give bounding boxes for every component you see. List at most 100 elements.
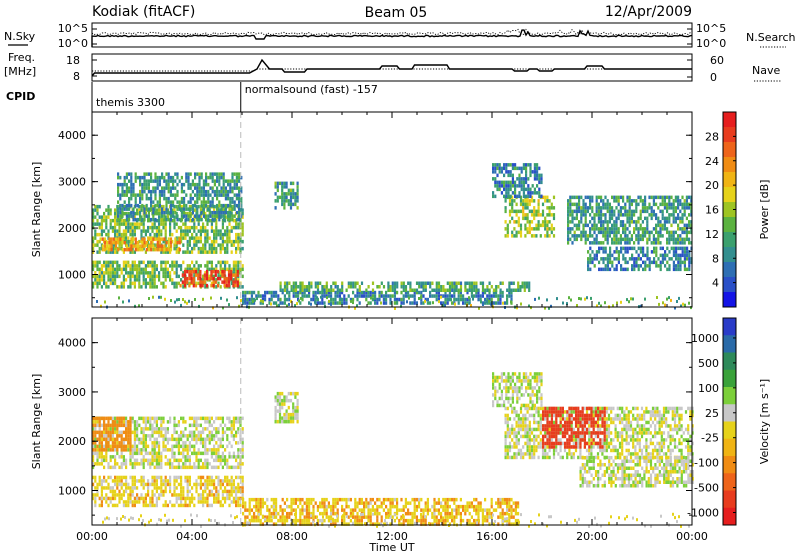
heatmap-cell <box>205 175 208 180</box>
heatmap-cell <box>400 285 403 289</box>
heatmap-cell <box>103 444 106 449</box>
heatmap-cell <box>586 237 589 242</box>
date-title: 12/Apr/2009 <box>605 4 692 20</box>
heatmap-cell <box>160 260 163 265</box>
heatmap-cell <box>116 222 119 226</box>
heatmap-cell <box>578 209 581 214</box>
heatmap-cell <box>650 195 653 200</box>
heatmap-cell <box>508 290 511 295</box>
heatmap-cell <box>134 237 137 241</box>
heatmap-cell <box>199 208 202 212</box>
heatmap-cell <box>221 465 224 470</box>
heatmap-cell <box>544 234 547 238</box>
heatmap-cell <box>177 448 180 452</box>
heatmap-cell <box>100 232 103 237</box>
heatmap-cell <box>642 253 645 258</box>
heatmap-cell <box>546 223 549 228</box>
heatmap-cell <box>659 220 662 224</box>
heatmap-cell <box>151 274 154 279</box>
heatmap-cell <box>116 479 119 483</box>
heatmap-cell <box>205 200 208 204</box>
heatmap-cell <box>666 227 669 231</box>
heatmap-cell <box>136 193 139 197</box>
heatmap-cell <box>573 234 576 238</box>
heatmap-cell <box>183 210 186 215</box>
heatmap-cell <box>152 210 155 215</box>
heatmap-cell <box>103 430 106 435</box>
heatmap-cell <box>103 211 106 216</box>
heatmap-cell <box>305 501 308 505</box>
heatmap-cell <box>637 234 640 238</box>
heatmap-cell <box>136 427 139 431</box>
heatmap-cell <box>199 437 202 442</box>
heatmap-cell <box>188 416 191 421</box>
heatmap-cell <box>221 232 224 237</box>
heatmap-cell <box>308 285 311 289</box>
heatmap-cell <box>147 264 150 268</box>
heatmap-cell <box>158 451 161 456</box>
heatmap-cell <box>199 232 202 237</box>
heatmap-cell <box>274 185 277 189</box>
heatmap-cell <box>204 451 207 456</box>
heatmap-cell <box>197 462 200 466</box>
heatmap-cell <box>644 297 646 301</box>
heatmap-cell <box>182 236 185 240</box>
heatmap-cell <box>133 458 136 463</box>
heatmap-cell <box>690 202 693 207</box>
heatmap-cell <box>186 448 189 452</box>
heatmap-cell <box>138 204 141 209</box>
heatmap-cell <box>92 285 95 289</box>
heatmap-cell <box>133 486 136 490</box>
heatmap-cell <box>529 194 532 199</box>
heatmap-cell <box>655 230 658 235</box>
heatmap-cell <box>518 177 521 181</box>
heatmap-cell <box>503 194 506 199</box>
heatmap-cell <box>573 202 576 207</box>
heatmap-cell <box>163 217 166 222</box>
heatmap-cell <box>125 232 128 237</box>
heatmap-cell <box>107 416 110 421</box>
heatmap-cell <box>290 501 293 505</box>
heatmap-cell <box>288 504 291 509</box>
heatmap-cell <box>233 172 236 176</box>
heatmap-cell <box>147 493 150 497</box>
heatmap-cell <box>199 246 202 251</box>
heatmap-cell <box>136 274 139 279</box>
heatmap-cell <box>131 250 134 254</box>
heatmap-cell <box>96 281 99 286</box>
heatmap-cell <box>279 504 282 509</box>
heatmap-cell <box>127 260 130 265</box>
heatmap-cell <box>600 267 603 272</box>
heatmap-cell <box>600 246 603 251</box>
heatmap-cell <box>165 240 168 245</box>
heatmap-cell <box>241 430 244 435</box>
heatmap-cell <box>470 288 474 292</box>
heatmap-cell <box>118 229 121 233</box>
heatmap-cell <box>365 290 368 295</box>
heatmap-cell <box>145 172 148 176</box>
heatmap-cell <box>528 202 531 207</box>
heatmap-cell <box>206 416 209 421</box>
heatmap-cell <box>241 211 244 216</box>
heatmap-cell <box>538 296 540 300</box>
heatmap-cell <box>153 437 156 442</box>
heatmap-cell <box>208 274 211 279</box>
heatmap-cell <box>164 479 167 483</box>
heatmap-cell <box>202 225 205 230</box>
heatmap-cell <box>514 191 517 195</box>
heatmap-cell <box>138 441 141 445</box>
heatmap-cell <box>242 501 245 505</box>
heatmap-cell <box>114 267 117 272</box>
heatmap-cell <box>308 515 311 519</box>
heatmap-cell <box>226 239 229 244</box>
heatmap-cell <box>213 189 216 194</box>
heatmap-cell <box>515 202 518 207</box>
heatmap-cell <box>589 234 592 238</box>
heatmap-cell <box>208 441 211 445</box>
heatmap-cell <box>173 222 176 226</box>
heatmap-cell <box>155 437 158 442</box>
heatmap-cell <box>644 260 647 265</box>
heatmap-cell <box>690 199 693 203</box>
heatmap-cell <box>147 451 150 456</box>
heatmap-cell <box>151 416 154 421</box>
